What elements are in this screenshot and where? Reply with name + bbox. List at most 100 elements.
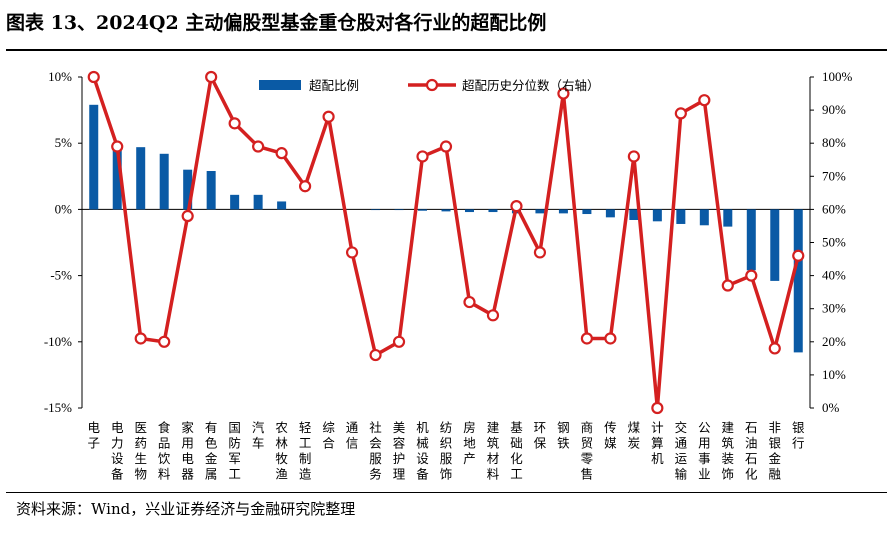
category-label: 农林牧渔: [275, 420, 288, 482]
category-label: 交通运输: [675, 420, 688, 482]
right-tick-label: 20%: [822, 334, 846, 349]
percentile-point: [87, 70, 100, 84]
right-tick-label: 30%: [822, 301, 846, 316]
category-label: 纺织服饰: [440, 420, 453, 482]
bar: [793, 209, 803, 353]
bar: [605, 209, 615, 218]
right-tick-label: 70%: [822, 168, 846, 183]
bar: [206, 171, 216, 210]
bar: [89, 104, 99, 210]
bar: [746, 209, 756, 271]
percentile-point: [322, 110, 335, 123]
category-label: 电子: [87, 420, 100, 451]
legend-bar-swatch: [259, 80, 301, 90]
bar: [183, 169, 193, 210]
bar: [582, 209, 592, 215]
percentile-point: [580, 332, 594, 345]
category-label: 非银金融: [769, 420, 782, 482]
percentile-point: [604, 332, 617, 345]
category-label: 石油石化: [745, 420, 758, 482]
bar: [394, 209, 404, 211]
category-label: 汽车: [252, 420, 265, 451]
category-label: 传媒: [604, 420, 617, 451]
category-label: 轻工制造: [299, 420, 312, 482]
chart-title: 图表 13、2024Q2 主动偏股型基金重仓股对各行业的超配比例: [6, 12, 547, 34]
percentile-point: [298, 180, 312, 193]
bar: [723, 209, 733, 227]
percentile-point: [111, 140, 124, 153]
left-tick-label: -10%: [44, 334, 72, 349]
bar: [699, 209, 709, 226]
category-label: 公用事业: [698, 420, 711, 482]
right-tick-label: 100%: [822, 69, 853, 84]
category-label: 国防军工: [228, 420, 241, 482]
category-label: 银行: [792, 420, 805, 451]
category-label: 建筑装饰: [722, 420, 735, 482]
percentile-point: [698, 94, 711, 107]
source-note: 资料来源：Wind，兴业证券经济与金融研究院整理: [16, 500, 356, 518]
percentile-point: [486, 309, 500, 322]
category-label: 综合: [322, 420, 335, 451]
percentile-point: [651, 401, 664, 415]
category-label: 医药生物: [134, 420, 147, 482]
percentile-point: [674, 107, 687, 120]
right-tick-label: 80%: [822, 135, 846, 150]
right-tick-label: 40%: [822, 268, 846, 283]
category-label: 钢铁: [557, 420, 570, 451]
percentile-point: [557, 87, 570, 100]
bar: [253, 194, 263, 210]
chart-svg: 10% 5% 0% -5% -10% -15% 100% 90% 80% 70% 60% 50% 40%…: [44, 69, 853, 482]
bar: [371, 209, 381, 211]
right-tick-label: 0%: [822, 400, 840, 415]
bar: [136, 147, 146, 210]
percentile-point: [721, 279, 734, 292]
percentile-point: [792, 249, 805, 262]
percentile-point: [345, 246, 359, 259]
percentile-point: [533, 246, 547, 259]
percentile-point: [745, 269, 758, 282]
legend-bar-label: 超配比例: [309, 78, 359, 93]
percentile-point: [369, 348, 382, 362]
percentile-point: [392, 335, 406, 348]
percentile-point: [463, 295, 476, 309]
category-label: 环保: [534, 420, 547, 451]
percentile-point: [252, 140, 265, 153]
bar: [230, 194, 240, 210]
right-tick-label: 60%: [822, 201, 846, 216]
category-label: 计算机: [651, 420, 664, 466]
bar: [652, 209, 662, 222]
category-label: 美容护理: [393, 420, 406, 482]
percentile-point: [768, 342, 781, 355]
percentile-point: [275, 147, 288, 160]
bar: [112, 148, 122, 210]
left-tick-label: 0%: [55, 201, 73, 216]
left-tick-label: 10%: [48, 69, 72, 84]
bar: [629, 209, 639, 220]
percentile-line: [92, 75, 800, 410]
source-rule: [6, 492, 887, 493]
right-tick-label: 90%: [822, 102, 846, 117]
right-tick-label: 10%: [822, 367, 846, 382]
title-rule: [6, 49, 887, 51]
bar: [535, 209, 545, 214]
left-tick-label: -5%: [50, 268, 72, 283]
category-label: 机械设备: [416, 420, 429, 482]
percentile-point: [228, 117, 241, 130]
percentile-point: [205, 70, 218, 84]
bar: [159, 153, 169, 210]
bar: [676, 209, 686, 224]
category-label: 建筑材料: [487, 420, 500, 482]
percentile-point: [439, 140, 453, 153]
category-label: 社会服务: [369, 420, 382, 482]
percentile-point: [158, 335, 171, 348]
category-label: 基础化工: [510, 420, 523, 482]
category-label: 食品饮料: [158, 420, 171, 482]
legend-line-label: 超配历史分位数（右轴）: [462, 78, 600, 93]
category-label: 通信: [346, 420, 359, 451]
bar: [464, 209, 474, 213]
category-label: 商贸零售: [581, 420, 594, 482]
right-tick-label: 50%: [822, 235, 846, 250]
category-label: 电力设备: [111, 420, 124, 482]
percentile-point: [134, 332, 147, 345]
bar: [277, 201, 287, 210]
